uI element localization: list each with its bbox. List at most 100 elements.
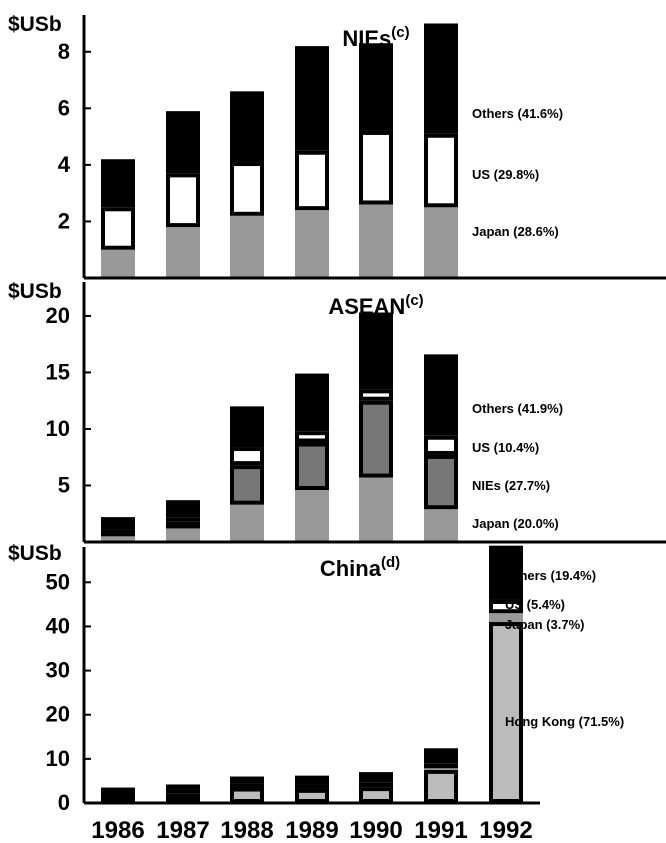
bar-segment-us-1990	[359, 130, 393, 205]
x-axis-year-labels: 1986 1987 1988 1989 1990 1991 1992	[84, 801, 540, 843]
bar-segment-others-1989	[295, 373, 329, 432]
y-tick-label-4: 4	[58, 152, 71, 177]
bar-segment-japan-1989	[295, 490, 329, 542]
panel-title: China(d)	[320, 554, 400, 581]
bar-segment-nies-1988	[230, 465, 264, 505]
series-label-japan: Japan (20.0%)	[472, 516, 559, 531]
y-tick-label-2: 2	[58, 208, 70, 233]
y-axis-unit-label: $USb	[8, 542, 62, 565]
bar-segment-japan-1990	[359, 204, 393, 278]
bar-segment-us-1991	[424, 133, 458, 208]
bar-segment-others-1986	[101, 517, 135, 530]
bar-segment-us-1986	[101, 795, 135, 800]
y-tick-label-10: 10	[46, 416, 70, 441]
bar-segment-others-1989	[295, 775, 329, 785]
y-tick-label-50: 50	[46, 569, 70, 594]
bar-segment-us-1990	[359, 782, 393, 788]
series-label-nies: NIEs (27.7%)	[472, 478, 550, 493]
bar-segment-japan-1991	[424, 207, 458, 278]
series-label-us: US (10.4%)	[472, 440, 539, 455]
bar-segment-japan-1991	[424, 509, 458, 542]
x-tick-label-1989: 1989	[285, 817, 338, 843]
bar-segment-nies-1990	[359, 400, 393, 478]
bar-segment-us-1990	[359, 389, 393, 401]
bar-segment-others-1987	[166, 784, 200, 794]
bar-segment-us-1987	[166, 793, 200, 798]
bar-segment-nies-1987	[166, 521, 200, 529]
bar-segment-hong-kong-1992	[489, 622, 523, 803]
y-tick-label-30: 30	[46, 658, 70, 683]
bar-segment-others-1986	[101, 159, 135, 208]
bar-segment-others-1991	[424, 748, 458, 764]
series-label-hong-kong: Hong Kong (71.5%)	[505, 714, 624, 729]
series-label-japan: Japan (28.6%)	[472, 224, 559, 239]
bar-segment-others-1989	[295, 46, 329, 151]
x-tick-label-1988: 1988	[220, 817, 273, 843]
bar-segment-hong-kong-1988	[230, 787, 264, 803]
bar-segment-hong-kong-1991	[424, 769, 458, 803]
panel-asean: 5 10 15 20$USb ASEAN(c) Japan (20.0%) NIEs (27…	[8, 280, 666, 544]
series-label-others: Others (41.9%)	[472, 401, 563, 416]
bar-segment-japan-1986	[101, 249, 135, 278]
x-tick-label-1987: 1987	[156, 817, 209, 843]
bar-segment-japan-1988	[230, 504, 264, 542]
bar-segment-others-1986	[101, 787, 135, 796]
bar-segment-japan-1989	[295, 210, 329, 278]
bar-segment-nies-1991	[424, 454, 458, 510]
bar-segment-us-1989	[295, 431, 329, 443]
bar-segment-others-1987	[166, 111, 200, 174]
y-tick-label-0: 0	[58, 790, 70, 815]
bar-segment-japan-1987	[166, 528, 200, 542]
bar-segment-us-1986	[101, 529, 135, 535]
bar-segment-us-1991	[424, 435, 458, 455]
panel-title: NIEs(c)	[342, 24, 409, 51]
bar-segment-others-1988	[230, 406, 264, 448]
bar-segment-us-1988	[230, 447, 264, 466]
bar-segment-hong-kong-1989	[295, 788, 329, 803]
bar-segment-hong-kong-1990	[359, 787, 393, 804]
y-tick-label-8: 8	[58, 39, 70, 64]
bar-segment-us-1988	[230, 783, 264, 789]
bar-segment-us-1987	[166, 173, 200, 228]
bar-segment-us-1986	[101, 207, 135, 250]
y-tick-label-20: 20	[46, 702, 70, 727]
bar-segment-others-1992	[489, 545, 523, 600]
y-axis-unit-label: $USb	[8, 280, 62, 303]
bar-segment-hong-kong-1987	[166, 795, 200, 803]
y-tick-label-15: 15	[46, 359, 70, 384]
series-label-others: Others (41.6%)	[472, 106, 563, 121]
bar-segment-us-1991	[424, 763, 458, 769]
series-label-us: US (5.4%)	[505, 597, 565, 612]
bar-segment-others-1990	[359, 43, 393, 131]
bar-segment-others-1990	[359, 772, 393, 783]
chart-panels: 2 4 6 8 $USb NIEs(c) Japan (28.6%) US (29.8%) Ot…	[8, 13, 666, 815]
bar-segment-others-1990	[359, 312, 393, 390]
y-tick-label-6: 6	[58, 95, 70, 120]
series-label-others: Others (19.4%)	[505, 568, 596, 583]
bar-segment-japan-1986	[101, 536, 135, 542]
panel-nies: 2 4 6 8 $USb NIEs(c) Japan (28.6%) US (29.8%) Ot…	[8, 13, 666, 280]
bar-segment-us-1987	[166, 517, 200, 522]
bar-segment-japan-1988	[230, 215, 264, 278]
y-tick-label-10: 10	[46, 746, 70, 771]
panel-china: 0 10 20 30 40 50 $USb China(d) Hong Kong (71.5%)…	[8, 542, 624, 815]
series-label-us: US (29.8%)	[472, 167, 539, 182]
bar-segment-japan-1987	[166, 227, 200, 278]
x-tick-label-1986: 1986	[91, 817, 144, 843]
y-tick-label-20: 20	[46, 303, 70, 328]
bar-segment-us-1988	[230, 162, 264, 216]
bar-segment-others-1988	[230, 91, 264, 163]
y-axis-unit-label: $USb	[8, 13, 62, 36]
x-tick-label-1991: 1991	[414, 817, 467, 843]
bar-segment-us-1989	[295, 784, 329, 789]
bar-segment-nies-1989	[295, 442, 329, 490]
x-tick-label-1990: 1990	[349, 817, 402, 843]
y-tick-label-5: 5	[58, 472, 70, 497]
bar-segment-us-1989	[295, 150, 329, 211]
series-label-japan: Japan (3.7%)	[505, 617, 584, 632]
bar-segment-japan-1992	[489, 613, 523, 623]
panel-title: ASEAN(c)	[328, 292, 423, 319]
bar-segment-japan-1990	[359, 477, 393, 542]
bar-segment-us-1992	[489, 599, 523, 614]
